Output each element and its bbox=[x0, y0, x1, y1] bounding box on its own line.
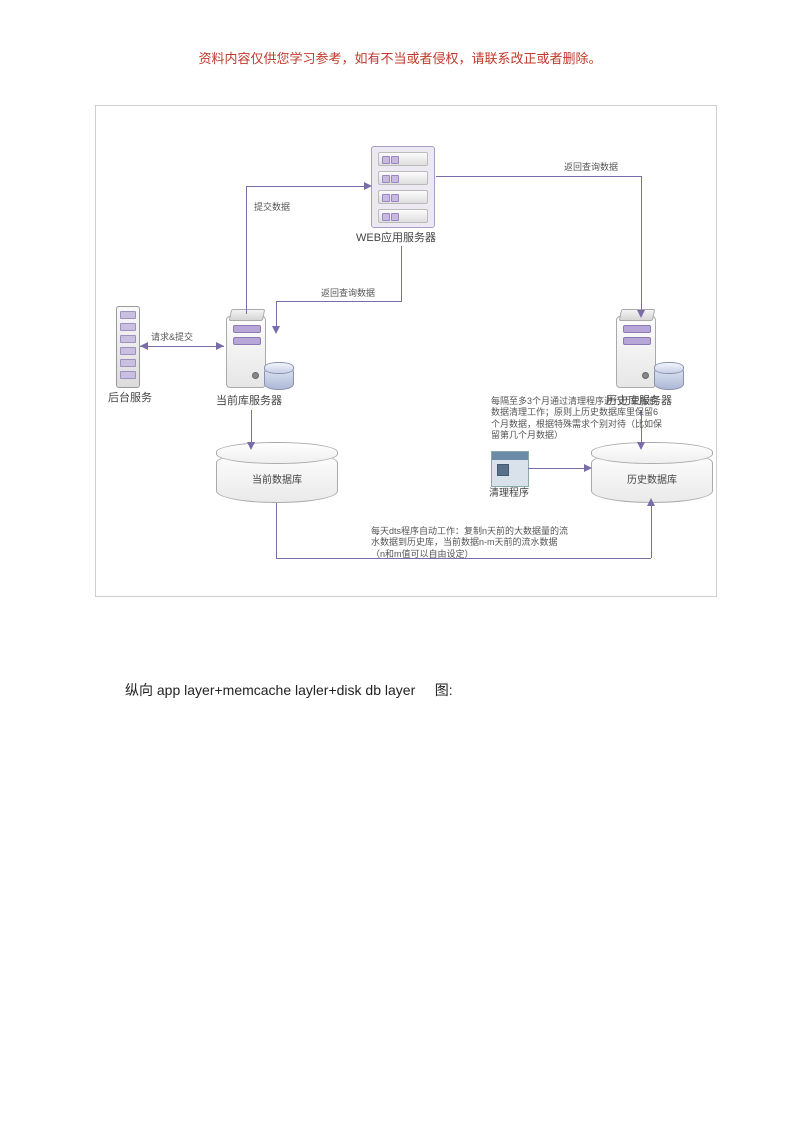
arrow-icon bbox=[637, 442, 645, 450]
arrow-icon bbox=[364, 182, 372, 190]
web-server-label: WEB应用服务器 bbox=[356, 232, 436, 246]
current-db-disk-icon bbox=[264, 366, 294, 390]
web-server-icon bbox=[371, 146, 435, 228]
figure-caption: 纵向 app layer+memcache layler+disk db lay… bbox=[125, 680, 453, 700]
arrow-icon bbox=[216, 342, 224, 350]
header-disclaimer: 资料内容仅供您学习参考，如有不当或者侵权，请联系改正或者删除。 bbox=[0, 48, 800, 67]
cleaner-program-label: 清理程序 bbox=[489, 488, 529, 501]
history-db-disk-icon bbox=[654, 366, 684, 390]
arrow-icon bbox=[272, 326, 280, 334]
current-database-label: 当前数据库 bbox=[252, 475, 302, 486]
current-database-icon: 当前数据库 bbox=[216, 451, 338, 503]
edge-label-request: 请求&提交 bbox=[151, 332, 193, 343]
arrow-icon bbox=[584, 464, 592, 472]
edge-label-return-history: 返回查询数据 bbox=[564, 162, 618, 173]
cleaner-note-text: 每隔至多3个月通过清理程序进行历史库的数据清理工作；原则上历史数据库里保留6个月… bbox=[491, 396, 666, 441]
architecture-diagram: WEB应用服务器 后台服务 当前库服务器 历史库服务器 清理程序 当前数据库 bbox=[95, 105, 717, 597]
arrow-icon bbox=[637, 310, 645, 318]
current-db-server-label: 当前库服务器 bbox=[216, 395, 282, 409]
arrow-icon bbox=[247, 442, 255, 450]
backend-service-label: 后台服务 bbox=[108, 392, 152, 406]
current-db-server-icon bbox=[226, 316, 266, 388]
history-database-label: 历史数据库 bbox=[627, 475, 677, 486]
edge-label-return-current: 返回查询数据 bbox=[321, 288, 375, 299]
arrow-icon bbox=[647, 498, 655, 506]
cleaner-program-icon bbox=[491, 451, 529, 487]
arrow-icon bbox=[140, 342, 148, 350]
dts-note-text: 每天dts程序自动工作：复制n天前的大数据量的流水数据到历史库，当前数据n-m天… bbox=[371, 526, 571, 560]
history-db-server-icon bbox=[616, 316, 656, 388]
edge-label-submit: 提交数据 bbox=[254, 202, 290, 213]
history-database-icon: 历史数据库 bbox=[591, 451, 713, 503]
backend-service-icon bbox=[116, 306, 140, 388]
